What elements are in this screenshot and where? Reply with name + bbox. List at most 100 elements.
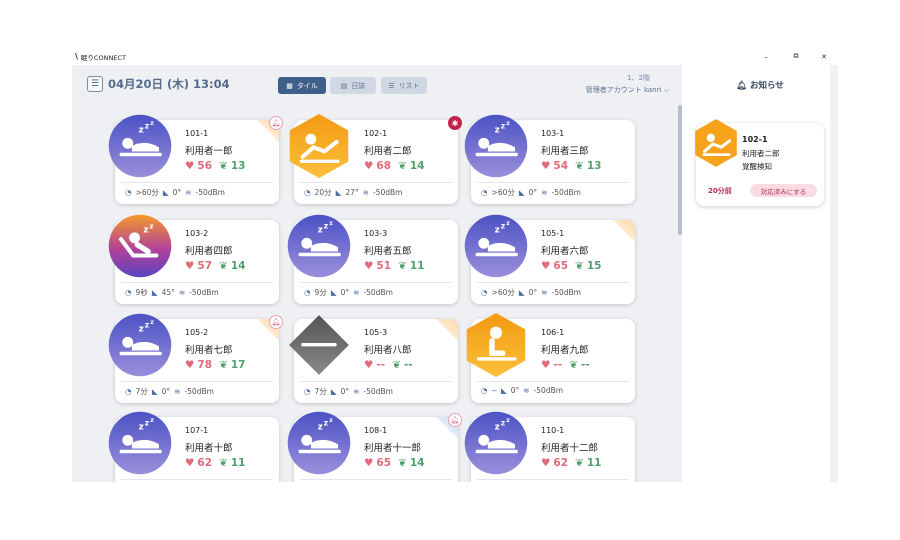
notification-type: 覚醒検知 bbox=[742, 162, 772, 171]
bed-angle: 0° bbox=[161, 387, 171, 396]
wifi-icon: ≋ bbox=[353, 288, 360, 297]
elapsed-time: 7分 bbox=[135, 387, 148, 396]
resident-card[interactable]: 🔔︎ z z z 101-1 利用者一郎 ♥ 56 ❦ 13 ◔ >60分 ◣ 0° ≋ -50dBm bbox=[108, 114, 283, 204]
svg-text:z: z bbox=[324, 221, 328, 230]
bed-angle-icon: ◣ bbox=[330, 387, 337, 396]
bed-angle-icon: ◣ bbox=[518, 288, 525, 297]
menu-button[interactable]: ☰ bbox=[87, 76, 103, 92]
signal-strength: -50dBm bbox=[551, 188, 581, 197]
minimize-button[interactable]: – bbox=[764, 52, 768, 61]
timer-icon: ◔ bbox=[304, 188, 311, 197]
lungs-icon: ❦ bbox=[398, 457, 407, 469]
svg-text:z: z bbox=[506, 220, 510, 227]
timer-icon: ◔ bbox=[304, 387, 311, 396]
mark-handled-button[interactable]: 対応済みにする bbox=[750, 184, 817, 197]
svg-text:z: z bbox=[329, 417, 333, 424]
bed-angle-icon: ◣ bbox=[162, 188, 169, 197]
wifi-icon: ≋ bbox=[353, 387, 360, 396]
resident-card[interactable]: z z 103-2 利用者四郎 ♥ 57 ❦ 14 ◔ 9秒 ◣ 45° ≋ -50dBm bbox=[108, 214, 279, 304]
account-selector[interactable]: 管理者アカウント kanri ⌵ bbox=[586, 85, 669, 95]
svg-text:z: z bbox=[495, 225, 500, 235]
view-list-label: リスト bbox=[398, 81, 420, 90]
lungs-icon: ❦ bbox=[569, 359, 578, 371]
bed-angle: 0° bbox=[510, 386, 520, 395]
notification-card[interactable]: 102-1 利用者二郎 覚醒検知 20分前 対応済みにする bbox=[695, 119, 824, 206]
heart-icon: ♥ bbox=[185, 160, 195, 172]
heart-icon: ♥ bbox=[541, 359, 551, 371]
resident-card[interactable]: z z z 103-3 利用者五郎 ♥ 51 ❦ 11 ◔ 9分 ◣ 0° ≋ -50dBm bbox=[287, 214, 458, 304]
respiration-rate: 14 bbox=[230, 260, 246, 272]
view-list-button[interactable]: ☰ リスト bbox=[381, 77, 427, 94]
resident-card[interactable]: ✱ 102-1 利用者二郎 ♥ 68 ❦ 14 ◔ 20分 ◣ 27° ≋ -50dBm bbox=[289, 114, 462, 204]
respiration-rate: 17 bbox=[230, 359, 246, 371]
status-row: ◔ >60分 ◣ 0° ≋ -50dBm bbox=[125, 187, 225, 198]
signal-strength: -50dBm bbox=[363, 387, 393, 396]
scrollbar-thumb[interactable] bbox=[678, 105, 682, 235]
alert-badge-icon[interactable]: ✱ bbox=[448, 116, 462, 130]
signal-strength: -50dBm bbox=[551, 288, 581, 297]
vitals: ♥ 78 ❦ 17 bbox=[185, 359, 245, 371]
resident-name: 利用者一郎 bbox=[185, 146, 233, 157]
resident-card[interactable]: 106-1 利用者九郎 ♥ -- ❦ -- ◔ -- ◣ 0° ≋ -50dBm bbox=[466, 313, 635, 403]
svg-text:z: z bbox=[145, 418, 149, 427]
timer-icon: ◔ bbox=[125, 288, 132, 297]
bed-angle-icon: ◣ bbox=[500, 386, 507, 395]
heart-rate: 78 bbox=[197, 359, 213, 371]
resident-card[interactable]: z z z 103-1 利用者三郎 ♥ 54 ❦ 13 ◔ >60分 ◣ 0° ≋ -50dBm bbox=[464, 114, 635, 204]
elapsed-time: -- bbox=[491, 386, 497, 395]
view-log-button[interactable]: ▤ 日誌 bbox=[330, 77, 376, 94]
card-divider bbox=[477, 479, 629, 480]
scrollbar[interactable] bbox=[678, 105, 682, 479]
heart-rate: 65 bbox=[553, 260, 569, 272]
resident-card[interactable]: z z z 105-1 利用者六郎 ♥ 65 ❦ 15 ◔ >60分 ◣ 0° ≋ -50dBm bbox=[464, 214, 635, 304]
account-name: 管理者アカウント kanri bbox=[585, 86, 662, 94]
list-icon: ☰ bbox=[388, 81, 395, 90]
respiration-rate: 14 bbox=[409, 160, 425, 172]
heart-rate: -- bbox=[376, 359, 386, 371]
room-number: 103-3 bbox=[364, 229, 388, 238]
view-tile-button[interactable]: ▦ タイル bbox=[278, 77, 326, 94]
respiration-rate: 11 bbox=[409, 260, 425, 272]
elapsed-time: 20分 bbox=[314, 188, 332, 197]
heart-rate: 68 bbox=[376, 160, 392, 172]
resident-card[interactable]: 🔔︎ z z z 105-2 利用者七郎 ♥ 78 ❦ 17 ◔ 7分 ◣ 0° ≋ -50dBm bbox=[108, 313, 283, 403]
resident-card[interactable]: 105-3 利用者八郎 ♥ -- ❦ -- ◔ 7分 ◣ 0° ≋ -50dBm bbox=[289, 315, 458, 403]
bell-icon[interactable]: 🔔︎ bbox=[448, 413, 462, 427]
respiration-rate: 15 bbox=[586, 260, 602, 272]
svg-text:z: z bbox=[329, 220, 333, 227]
lungs-icon: ❦ bbox=[575, 160, 584, 172]
bell-icon[interactable]: 🔔︎ bbox=[269, 315, 283, 329]
timer-icon: ◔ bbox=[304, 288, 311, 297]
status-row: ◔ >60分 ◣ 0° ≋ -50dBm bbox=[481, 187, 581, 198]
bell-icon[interactable]: 🔔︎ bbox=[269, 116, 283, 130]
elapsed-time: >60分 bbox=[491, 288, 515, 297]
main-panel: ☰ 04月20日 (木) 13:04 ▦ タイル ▤ 日誌 ☰ リスト 1、2階 管理… bbox=[72, 65, 682, 482]
card-divider bbox=[121, 282, 273, 283]
maximize-button[interactable]: ⧉ bbox=[793, 52, 799, 60]
timer-icon: ◔ bbox=[125, 188, 132, 197]
status-row: ◔ 9秒 ◣ 45° ≋ -50dBm bbox=[125, 287, 219, 298]
heart-rate: 65 bbox=[376, 457, 392, 469]
card-divider bbox=[121, 381, 273, 382]
resident-name: 利用者三郎 bbox=[541, 146, 589, 157]
status-row: ◔ >60分 ◣ 0° ≋ -50dBm bbox=[481, 287, 581, 298]
heart-rate: 62 bbox=[553, 457, 569, 469]
heart-icon: ♥ bbox=[185, 260, 195, 272]
vitals: ♥ 68 ❦ 14 bbox=[364, 160, 424, 172]
notification-scrollbar[interactable] bbox=[830, 65, 838, 482]
vitals: ♥ 51 ❦ 11 bbox=[364, 260, 424, 272]
bed-angle: 0° bbox=[528, 288, 538, 297]
room-number: 106-1 bbox=[541, 328, 565, 337]
respiration-rate: 14 bbox=[409, 457, 425, 469]
svg-text:z: z bbox=[139, 422, 144, 432]
close-button[interactable]: ✕ bbox=[821, 52, 827, 61]
resident-name: 利用者七郎 bbox=[185, 345, 233, 356]
